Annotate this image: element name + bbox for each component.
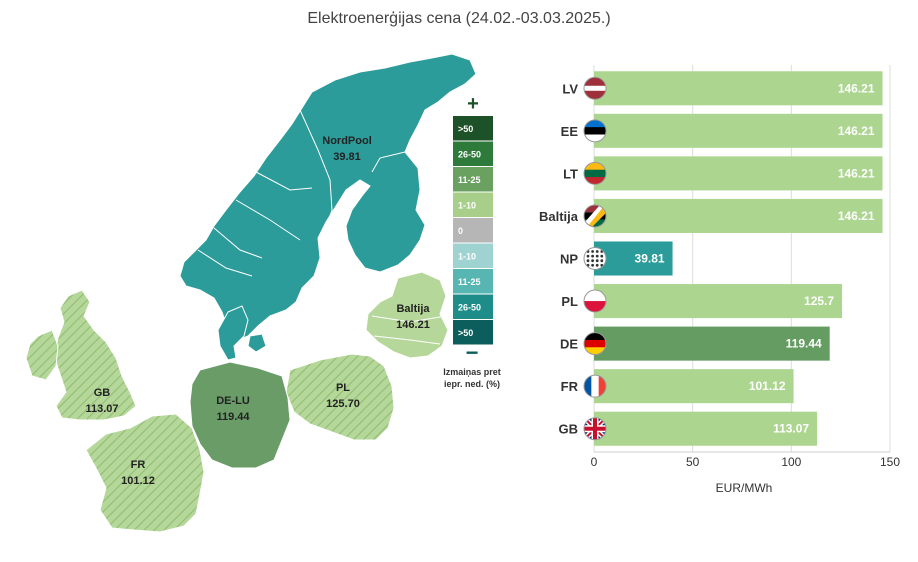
baltija-value: 146.21 [396,319,430,331]
nordpool-name: NordPool [322,135,372,147]
gb-flag-icon [584,417,606,440]
de-flag-icon [584,332,606,355]
bar-value-label: 146.21 [838,124,875,138]
legend-caption-line1: Izmaiņas pret [443,367,501,377]
bar-value-label: 146.21 [838,166,875,180]
category-label: NP [560,252,578,267]
baltija-name: Baltija [396,303,430,315]
minus-icon: − [466,340,479,365]
delu-region [189,361,291,469]
europe-price-map: NordPool 39.81 Baltija 146.21 GB 113.07 … [25,53,501,533]
category-label: PL [561,294,578,309]
legend-swatch [453,269,493,294]
pl-value: 125.70 [326,398,360,410]
bar-value-label: 113.07 [773,422,809,436]
fr-value: 101.12 [121,475,155,487]
fr-region [85,413,205,533]
x-tick-label: 50 [686,455,700,469]
x-tick-label: 0 [591,455,598,469]
price-bar-chart: 146.21 146.21 146.21 146.21 39.81 125.7 119.44… [539,65,900,495]
gb-name: GB [94,387,111,399]
category-label: FR [561,379,579,394]
bar [594,369,794,404]
legend-caption-line2: iepr. ned. (%) [444,379,500,389]
bar [594,326,830,361]
delu-value: 119.44 [216,411,250,423]
bar-value-label: 146.21 [838,81,875,95]
gb-region [53,289,137,421]
gb-value: 113.07 [85,403,118,415]
bar [594,284,843,319]
legend-label: 11-25 [458,175,481,185]
bar-value-label: 39.81 [635,252,665,266]
x-tick-label: 100 [781,455,801,469]
bar-value-label: 119.44 [786,337,822,351]
category-label: DE [560,337,578,352]
np-logo-icon [584,247,606,270]
chart-title: Elektroenerģijas cena (24.02.-03.03.2025… [307,10,611,27]
nordpool-region [179,53,477,341]
legend-swatch [453,192,493,217]
bar [594,113,883,148]
legend-label: >50 [458,124,473,134]
pl-region [285,353,395,441]
baltija-inner-border [371,315,447,345]
legend-swatch [453,320,493,345]
category-label: Baltija [539,209,579,224]
category-label: EE [561,124,579,139]
pl-name: PL [336,382,350,394]
legend-swatch [453,243,493,268]
bar [594,198,883,233]
bar-value-label: 125.7 [804,294,834,308]
plus-icon: + [467,93,479,115]
danish-islands [247,333,267,353]
bar [594,241,673,276]
legend-label: 1-10 [458,200,476,210]
category-label: LT [563,166,578,181]
legend-label: >50 [458,328,473,338]
category-label: GB [559,422,579,437]
lt-flag-icon [584,162,606,185]
lv-flag-icon [584,77,606,100]
x-tick-label: 150 [880,455,900,469]
legend-swatch [453,167,493,192]
pl-flag-icon [584,290,606,313]
denmark-shape [217,305,249,361]
bar-value-label: 146.21 [838,209,875,223]
legend-swatch [453,294,493,319]
x-axis-label: EUR/MWh [716,481,773,495]
fr-flag-icon [584,375,606,398]
nordic-borders [197,109,406,277]
bar [594,411,818,446]
legend-label: 1-10 [458,251,476,261]
baltija-region [365,271,449,359]
legend-swatch [453,116,493,141]
legend-swatch [453,218,493,243]
baltic-flag-icon [584,204,606,227]
fr-name: FR [131,459,146,471]
legend-label: 11-25 [458,277,481,287]
legend-label: 26-50 [458,149,481,159]
bar [594,156,883,191]
legend-label: 0 [458,226,463,236]
legend-label: 26-50 [458,302,481,312]
nordpool-value: 39.81 [333,151,361,163]
legend-swatch [453,141,493,166]
category-label: LV [562,81,578,96]
ireland-shape [25,329,59,381]
delu-name: DE-LU [216,395,250,407]
ee-flag-icon [584,119,606,142]
bar [594,71,883,106]
bar-value-label: 101.12 [749,379,786,393]
